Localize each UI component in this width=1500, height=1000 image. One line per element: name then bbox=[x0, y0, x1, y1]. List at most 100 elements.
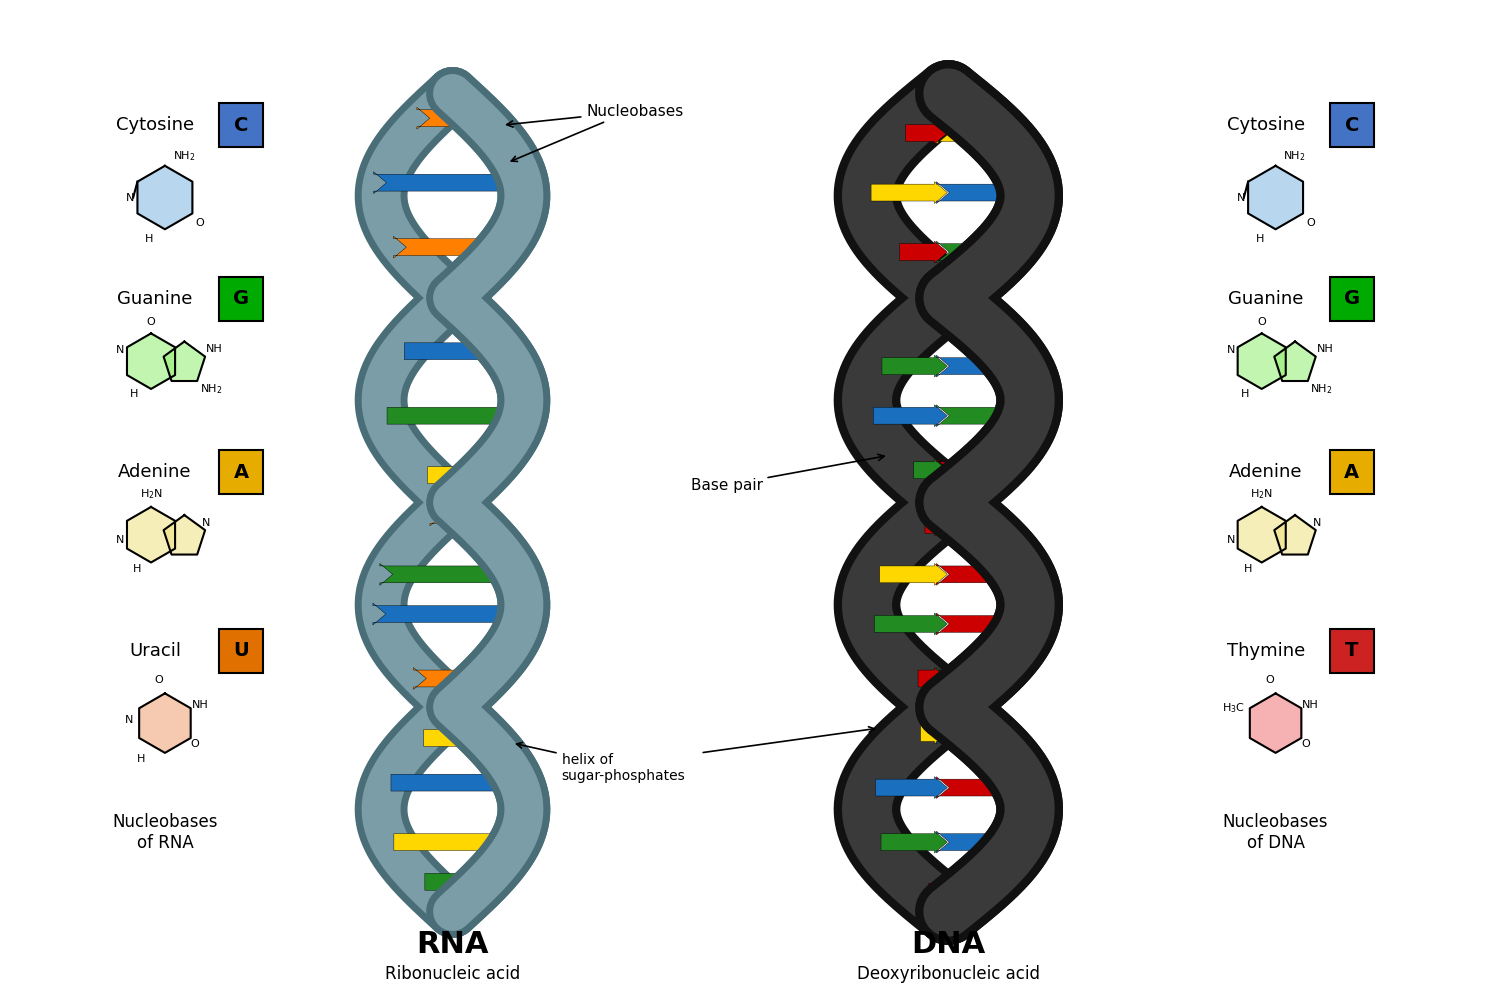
FancyArrow shape bbox=[906, 122, 948, 144]
Text: NH$_2$: NH$_2$ bbox=[1284, 149, 1306, 163]
Text: NH: NH bbox=[192, 700, 208, 710]
Text: Adenine: Adenine bbox=[1228, 463, 1302, 481]
Text: C: C bbox=[1346, 116, 1359, 135]
FancyBboxPatch shape bbox=[219, 103, 262, 147]
Text: RNA: RNA bbox=[416, 930, 489, 959]
Text: O: O bbox=[1306, 218, 1316, 228]
Text: Guanine: Guanine bbox=[117, 290, 192, 308]
FancyArrow shape bbox=[936, 182, 1026, 203]
FancyArrow shape bbox=[424, 871, 480, 893]
FancyArrow shape bbox=[441, 301, 464, 322]
Text: NH: NH bbox=[1302, 700, 1318, 710]
FancyArrow shape bbox=[882, 355, 948, 377]
FancyArrow shape bbox=[423, 727, 482, 749]
FancyArrow shape bbox=[926, 514, 948, 536]
Text: G: G bbox=[232, 289, 249, 308]
Text: N: N bbox=[1236, 193, 1245, 203]
Text: N: N bbox=[126, 193, 134, 203]
Text: H$_2$N: H$_2$N bbox=[1250, 487, 1274, 501]
Text: DNA: DNA bbox=[910, 930, 986, 959]
Text: H$_3$C: H$_3$C bbox=[1222, 701, 1245, 715]
FancyArrow shape bbox=[417, 107, 476, 129]
Polygon shape bbox=[1238, 507, 1286, 562]
Text: helix of
sugar-phosphates: helix of sugar-phosphates bbox=[516, 742, 686, 783]
Text: H: H bbox=[1240, 389, 1250, 399]
Polygon shape bbox=[138, 166, 192, 229]
Text: Base pair: Base pair bbox=[690, 454, 885, 493]
Polygon shape bbox=[1248, 166, 1304, 229]
FancyArrow shape bbox=[918, 668, 948, 689]
FancyArrow shape bbox=[374, 172, 519, 194]
Text: NH$_2$: NH$_2$ bbox=[172, 149, 195, 163]
FancyArrow shape bbox=[934, 301, 948, 322]
Text: U: U bbox=[234, 641, 249, 660]
FancyBboxPatch shape bbox=[1330, 450, 1374, 494]
Text: O: O bbox=[1266, 675, 1274, 685]
Text: N: N bbox=[1227, 345, 1236, 355]
Text: Ribonucleic acid: Ribonucleic acid bbox=[386, 965, 520, 983]
FancyArrow shape bbox=[392, 772, 514, 794]
Text: N: N bbox=[202, 518, 210, 528]
Text: T: T bbox=[1346, 641, 1359, 660]
Polygon shape bbox=[140, 693, 190, 753]
Polygon shape bbox=[1238, 333, 1286, 389]
FancyBboxPatch shape bbox=[219, 629, 262, 673]
Text: H$_2$N: H$_2$N bbox=[140, 487, 162, 501]
Text: NH$_2$: NH$_2$ bbox=[200, 382, 222, 396]
Polygon shape bbox=[164, 342, 206, 381]
Text: C: C bbox=[234, 116, 249, 135]
Text: A: A bbox=[234, 463, 249, 482]
Text: Nucleobases
of RNA: Nucleobases of RNA bbox=[112, 813, 218, 852]
FancyArrow shape bbox=[873, 405, 948, 427]
Text: O: O bbox=[154, 675, 164, 685]
Text: A: A bbox=[1344, 463, 1359, 482]
Text: Nucleobases: Nucleobases bbox=[507, 104, 684, 127]
FancyArrow shape bbox=[405, 340, 501, 362]
Text: NH: NH bbox=[1317, 344, 1334, 354]
Text: N: N bbox=[1227, 535, 1236, 545]
FancyArrow shape bbox=[387, 405, 518, 427]
Polygon shape bbox=[128, 333, 176, 389]
FancyArrow shape bbox=[921, 722, 948, 744]
FancyArrow shape bbox=[936, 241, 998, 263]
FancyArrow shape bbox=[393, 236, 498, 258]
FancyArrow shape bbox=[936, 563, 1017, 585]
Text: N: N bbox=[117, 345, 124, 355]
Text: O: O bbox=[195, 218, 204, 228]
FancyBboxPatch shape bbox=[219, 450, 262, 494]
Text: Deoxyribonucleic acid: Deoxyribonucleic acid bbox=[856, 965, 1040, 983]
FancyArrow shape bbox=[394, 831, 512, 853]
FancyArrow shape bbox=[928, 881, 948, 903]
Text: N: N bbox=[1312, 518, 1322, 528]
Polygon shape bbox=[128, 507, 176, 562]
Polygon shape bbox=[1275, 515, 1316, 555]
Polygon shape bbox=[1250, 693, 1302, 753]
FancyBboxPatch shape bbox=[1330, 629, 1374, 673]
FancyBboxPatch shape bbox=[1330, 277, 1374, 321]
Text: H: H bbox=[130, 389, 138, 399]
FancyArrow shape bbox=[936, 405, 1023, 427]
Text: NH: NH bbox=[206, 344, 224, 354]
Text: Nucleobases
of DNA: Nucleobases of DNA bbox=[1222, 813, 1329, 852]
FancyArrow shape bbox=[374, 603, 519, 625]
Text: Guanine: Guanine bbox=[1228, 290, 1304, 308]
Text: O: O bbox=[1257, 317, 1266, 327]
FancyArrow shape bbox=[936, 881, 969, 903]
Text: H: H bbox=[1256, 234, 1264, 244]
Polygon shape bbox=[164, 515, 206, 555]
FancyArrow shape bbox=[936, 459, 982, 481]
FancyArrow shape bbox=[936, 777, 1022, 798]
Text: Adenine: Adenine bbox=[118, 463, 192, 481]
FancyArrow shape bbox=[936, 514, 972, 536]
Text: Cytosine: Cytosine bbox=[1227, 116, 1305, 134]
FancyArrow shape bbox=[871, 182, 948, 203]
Text: Cytosine: Cytosine bbox=[116, 116, 194, 134]
FancyArrow shape bbox=[414, 668, 478, 689]
Text: N: N bbox=[117, 535, 124, 545]
FancyArrow shape bbox=[936, 668, 978, 689]
FancyArrow shape bbox=[874, 613, 948, 635]
Text: G: G bbox=[1344, 289, 1360, 308]
FancyArrow shape bbox=[936, 613, 1022, 635]
FancyArrow shape bbox=[936, 122, 992, 144]
Text: O: O bbox=[190, 739, 200, 749]
